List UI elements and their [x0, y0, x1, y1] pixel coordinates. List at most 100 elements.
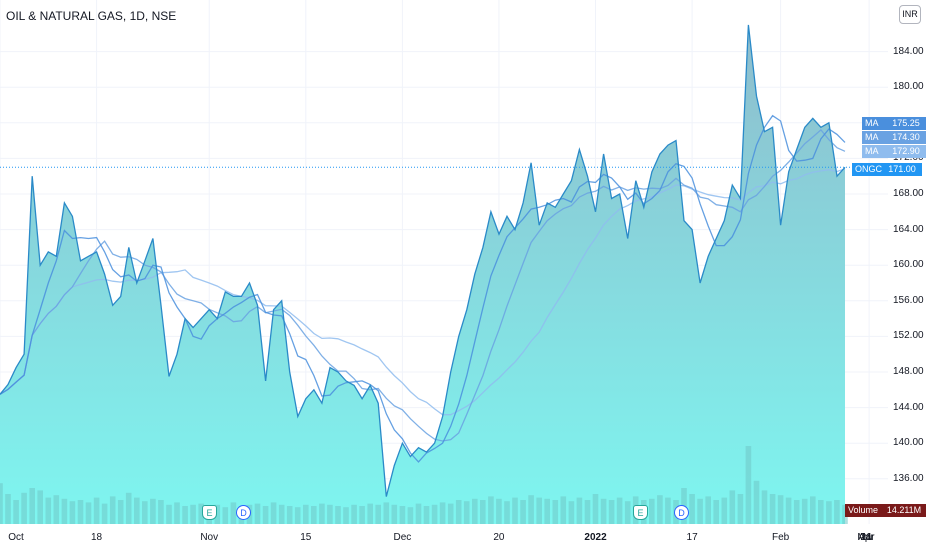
volume-bar	[745, 446, 752, 524]
volume-bar	[721, 497, 728, 524]
volume-bar	[85, 502, 92, 524]
volume-bar	[665, 497, 671, 524]
volume-bar	[528, 495, 534, 524]
volume-bar	[166, 504, 172, 524]
y-tick-label: 148.00	[893, 366, 924, 377]
moving-average-line	[0, 128, 846, 442]
earnings-marker-icon[interactable]: E	[633, 505, 648, 520]
price-line	[0, 24, 846, 497]
x-tick-label: Apr	[858, 532, 874, 543]
volume-bar	[5, 494, 11, 524]
ma-price-tag-name: MA	[862, 145, 886, 158]
volume-bar	[592, 494, 599, 524]
x-tick-label: Mar	[857, 532, 875, 543]
volume-bar	[624, 501, 631, 524]
price-area	[0, 24, 845, 525]
volume-bar	[303, 504, 309, 524]
y-tick-label: 136.00	[893, 472, 924, 484]
volume-tag: Volume 14.211M	[845, 504, 926, 517]
volume-bar	[294, 507, 301, 524]
volume-bar	[37, 490, 43, 524]
volume-bar	[375, 504, 381, 524]
volume-bar	[134, 497, 140, 524]
volume-bar	[21, 492, 27, 524]
volume-bar	[53, 495, 60, 524]
volume-bar	[826, 501, 832, 524]
volume-bar	[319, 503, 325, 524]
volume-bar	[793, 500, 800, 524]
volume-bar	[335, 506, 341, 524]
volume-bar	[278, 504, 285, 524]
x-tick-label: 14	[860, 532, 872, 543]
volume-bar	[472, 498, 478, 524]
volume-bar	[311, 506, 317, 524]
volume-bar	[544, 498, 550, 524]
volume-bar	[77, 500, 84, 524]
volume-bar	[455, 500, 462, 524]
current-price-tag-value: 171.00	[882, 163, 922, 176]
dividend-marker-icon[interactable]: D	[236, 505, 251, 520]
volume-bar	[158, 500, 164, 524]
x-tick-label: 15	[300, 532, 312, 543]
volume-bar	[480, 500, 486, 524]
y-tick-label: 140.00	[893, 437, 924, 449]
volume-bar	[415, 503, 422, 524]
volume-bar	[343, 507, 349, 524]
volume-bar	[488, 496, 494, 524]
volume-bar	[431, 504, 438, 524]
x-tick-label: 20	[493, 532, 505, 543]
y-tick-label: 168.00	[893, 188, 924, 199]
ma-price-tag-value: 172.90	[886, 145, 926, 158]
volume-bar	[568, 501, 575, 524]
x-tick-label: Dec	[393, 532, 412, 543]
volume-bar	[616, 497, 623, 524]
y-tick-label: 152.00	[893, 330, 924, 342]
volume-bar	[45, 497, 52, 524]
earnings-marker-icon[interactable]: E	[202, 505, 217, 520]
volume-bar	[61, 498, 68, 524]
moving-average-line	[0, 114, 846, 463]
y-tick-label: 144.00	[893, 401, 924, 413]
volume-bar	[520, 500, 526, 524]
x-tick-label: 21	[860, 532, 872, 543]
x-tick-label: 17	[686, 532, 698, 543]
volume-bar	[584, 500, 591, 524]
volume-bar	[93, 497, 100, 524]
volume-bar	[190, 504, 196, 524]
x-tick-label: Nov	[200, 532, 219, 543]
volume-bar	[552, 500, 559, 524]
volume-bar	[834, 500, 840, 524]
volume-bar	[463, 501, 470, 524]
currency-badge[interactable]: INR	[899, 5, 921, 24]
volume-bar	[286, 506, 293, 524]
volume-tag-value: 14.211M	[882, 504, 926, 517]
volume-bar	[801, 498, 808, 524]
volume-bar	[13, 500, 19, 524]
y-tick-label: 180.00	[893, 81, 924, 93]
volume-bar	[407, 507, 414, 524]
volume-bar	[359, 506, 365, 524]
dividend-marker-icon[interactable]: D	[674, 505, 689, 520]
volume-bar	[150, 498, 156, 524]
ma-price-tag: MA 174.30	[862, 131, 926, 144]
volume-bar	[729, 490, 736, 524]
ma-price-tag-name: MA	[862, 131, 886, 144]
volume-bar	[109, 496, 116, 524]
volume-bar	[351, 504, 357, 524]
y-tick-label: 164.00	[893, 223, 924, 235]
ma-price-tag: MA 175.25	[862, 117, 926, 130]
volume-bar	[536, 497, 542, 524]
ma-price-tag-name: MA	[862, 117, 886, 130]
volume-bar	[705, 496, 711, 524]
y-tick-label: 156.00	[893, 294, 924, 306]
volume-bar	[230, 502, 237, 524]
volume-bar	[713, 500, 719, 524]
volume-bar	[270, 502, 277, 524]
volume-bar	[504, 501, 510, 524]
y-tick-label: 184.00	[893, 45, 924, 57]
volume-bar	[777, 495, 784, 524]
volume-bar	[174, 502, 180, 524]
volume-bar	[182, 506, 188, 524]
volume-bar	[399, 506, 406, 524]
